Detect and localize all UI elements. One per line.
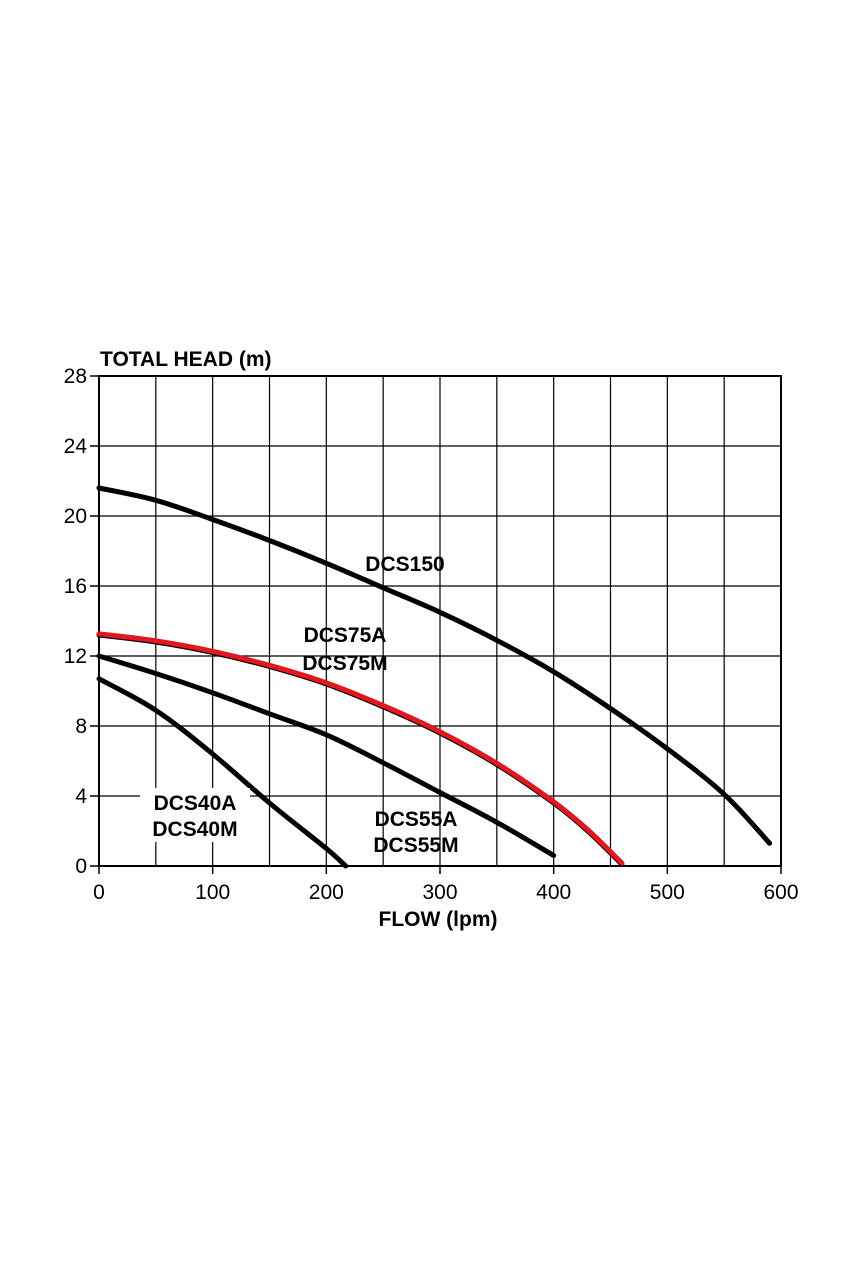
y-tick-label: 4 (75, 785, 87, 808)
y-tick-label: 20 (64, 505, 87, 528)
series-label-dcs75m: DCS75M (302, 652, 387, 675)
series-label-dcs150: DCS150 (365, 553, 444, 576)
y-tick-label: 16 (64, 575, 87, 598)
y-axis-title: TOTAL HEAD (m) (100, 348, 272, 371)
x-tick-labels: 0 100 200 300 400 500 600 (93, 866, 799, 904)
series-label-dcs55a: DCS55A (375, 808, 458, 831)
x-tick-label: 0 (93, 881, 105, 904)
x-tick-label: 500 (650, 881, 685, 904)
series-label-dcs40m: DCS40M (152, 818, 237, 841)
y-tick-labels: 0 4 8 12 16 20 24 28 (64, 365, 99, 878)
series-label-dcs40a: DCS40A (154, 792, 237, 815)
x-axis-title: FLOW (lpm) (379, 908, 498, 931)
dcs40-label-halo (140, 788, 250, 842)
series-line-dcs40a (96, 676, 349, 869)
y-tick-label: 24 (64, 435, 88, 458)
series-line-dcs55a (96, 653, 557, 858)
series-label-dcs55m: DCS55M (373, 834, 458, 857)
performance-curves (96, 485, 773, 869)
y-tick-label: 28 (64, 365, 87, 388)
series-line-accent-dcs75a (96, 631, 625, 866)
x-tick-label: 200 (309, 881, 344, 904)
y-tick-label: 0 (75, 855, 87, 878)
x-tick-label: 100 (195, 881, 230, 904)
y-tick-label: 12 (64, 645, 87, 668)
series-label-dcs75a: DCS75A (304, 624, 387, 647)
x-tick-label: 400 (536, 881, 571, 904)
y-tick-label: 8 (75, 715, 87, 738)
series-line-dcs150 (96, 485, 773, 846)
x-tick-label: 600 (763, 881, 798, 904)
x-tick-label: 300 (422, 881, 457, 904)
